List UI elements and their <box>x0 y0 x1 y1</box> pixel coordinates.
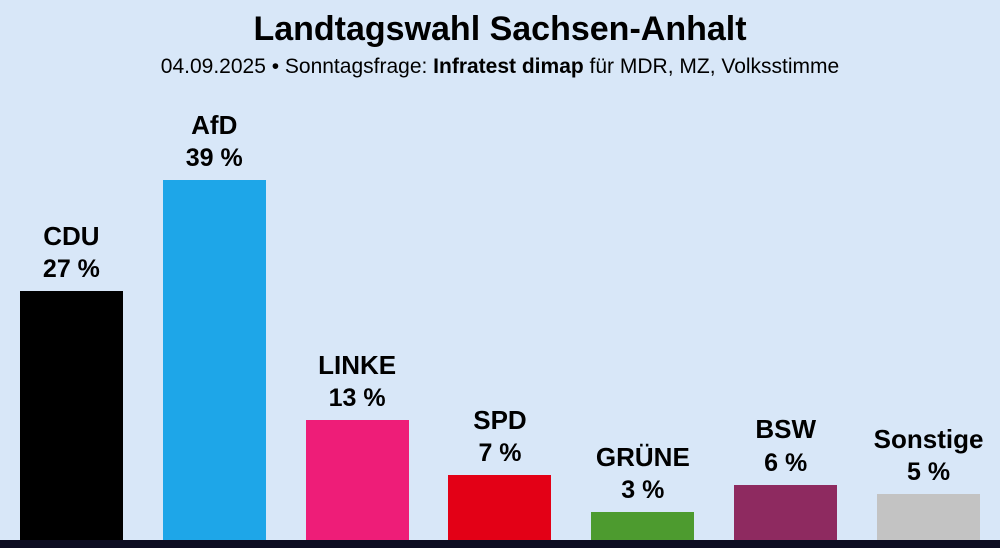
bar-category-label: AfD <box>191 109 238 140</box>
chart-title: Landtagswahl Sachsen-Anhalt <box>253 10 747 48</box>
bar-column-spd: SPD 7 % <box>429 405 572 540</box>
bar-category-label: LINKE <box>318 349 397 380</box>
bar-column-bsw: BSW 6 % <box>714 414 857 540</box>
bar <box>591 512 695 540</box>
bar-column-gr-ne: GRÜNE 3 % <box>571 442 714 540</box>
bar <box>448 475 552 540</box>
subtitle-prefix: 04.09.2025 • Sonntagsfrage: <box>160 55 434 79</box>
chart-subtitle: 04.09.2025 • Sonntagsfrage: Infratest di… <box>0 55 1000 79</box>
bar-column-sonstige: Sonstige 5 % <box>857 424 1000 540</box>
bar-category-label: Sonstige <box>873 423 984 454</box>
bar-value-label: 7 % <box>478 439 522 468</box>
chart-baseline <box>0 540 1000 548</box>
subtitle-source: Infratest dimap <box>433 55 584 79</box>
bar <box>305 420 409 540</box>
chart-header: Landtagswahl Sachsen-Anhalt 04.09.2025 •… <box>0 10 1000 79</box>
subtitle-suffix: für MDR, MZ, Volksstimme <box>583 55 840 79</box>
bar <box>734 484 838 540</box>
bar-column-cdu: CDU 27 % <box>0 221 143 540</box>
bar-chart: CDU 27 % AfD 39 % LINKE 13 % SPD 7 % GRÜNE 3 % BSW… <box>0 100 1000 540</box>
bar-category-label: GRÜNE <box>595 442 690 473</box>
bar-column-afd: AfD 39 % <box>143 110 286 540</box>
bar-value-label: 27 % <box>42 254 100 283</box>
bar-value-label: 39 % <box>185 144 243 173</box>
bar-category-label: CDU <box>43 220 100 251</box>
bar-category-label: BSW <box>755 414 817 445</box>
bar <box>19 290 123 540</box>
bar-value-label: 5 % <box>907 457 951 486</box>
bar-value-label: 13 % <box>328 384 386 413</box>
bar <box>877 493 981 540</box>
bar-category-label: SPD <box>473 405 527 436</box>
bar-column-linke: LINKE 13 % <box>286 350 429 540</box>
bar <box>162 180 266 540</box>
bar-value-label: 3 % <box>621 476 665 505</box>
bar-value-label: 6 % <box>764 448 808 477</box>
